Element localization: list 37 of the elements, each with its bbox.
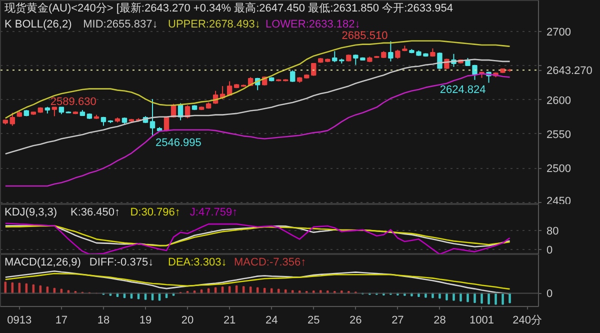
x-tick-label: 28	[434, 314, 446, 326]
y-tick-label: 2700	[546, 26, 571, 38]
x-tick-label: 27	[392, 314, 404, 326]
y-tick-label: 2600	[546, 94, 571, 107]
annotation: 2589.630	[50, 96, 96, 108]
x-tick-label: 1001	[470, 314, 494, 326]
ref-line-label: 2643.270	[546, 65, 592, 78]
chart-title: 现货黄金(AU)<240分> [最新:2643.270 +0.34% 最高:2647.450 最低:2631.850 今开:2633.954	[4, 2, 454, 14]
text: K BOLL(26,2)	[4, 18, 72, 30]
y-tick-label: 2550	[546, 128, 571, 141]
series-label: DIFF:-0.375↓	[89, 256, 154, 268]
series-label: J:47.759↑	[190, 206, 238, 218]
x-tick-label: 20	[181, 314, 194, 326]
x-tick-label: 21	[223, 314, 236, 326]
x-tick-label: 19	[139, 314, 152, 326]
x-tick-label: 18	[97, 314, 110, 326]
annotation: 2624.824	[440, 84, 486, 96]
x-tick-label: 26	[350, 314, 362, 326]
chart-title: KDJ(9,3,3)	[4, 206, 58, 218]
x-tick-label: 24	[265, 314, 278, 326]
series-label: DEA:3.303↓	[168, 256, 227, 268]
text: 240分	[512, 314, 542, 326]
y-tick-label: 0	[546, 244, 553, 256]
text: LOWER:2633.182↓	[266, 18, 360, 30]
series-label: MACD:-7.356↑	[234, 256, 306, 268]
chart-title: MACD(12,26,9)	[4, 256, 81, 268]
annotation: 2546.995	[156, 137, 202, 150]
x-tick-label: 17	[55, 314, 68, 326]
series-label: K:36.450↑	[70, 206, 120, 218]
y-tick-label: 2500	[546, 163, 571, 176]
text: MID:2655.837↓	[83, 18, 158, 30]
text: UPPER:2678.493↓	[168, 18, 260, 30]
x-tick-label: 0913	[7, 314, 32, 326]
text: D:30.796↑	[130, 206, 180, 218]
annotation: 2685.510	[342, 30, 388, 42]
y-tick-label: 80	[546, 225, 559, 238]
x-tick-label: 25	[308, 314, 320, 326]
